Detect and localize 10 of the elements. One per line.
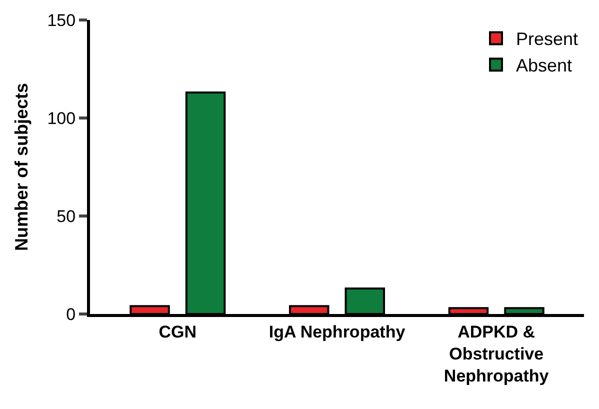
y-tick-label: 50 (56, 206, 76, 226)
y-tick-label: 0 (66, 304, 76, 324)
legend-label: Absent (516, 56, 572, 76)
y-tick-label: 100 (47, 108, 76, 128)
y-tick-label: 150 (47, 10, 76, 30)
x-tick-label: CGN (158, 322, 197, 342)
x-tick-label: IgA Nephropathy (268, 322, 406, 342)
x-tick-label: ADPKD & Obstructive Nephropathy (444, 322, 550, 386)
y-axis-title: Number of subjects (11, 82, 32, 252)
legend-label: Present (516, 29, 578, 50)
